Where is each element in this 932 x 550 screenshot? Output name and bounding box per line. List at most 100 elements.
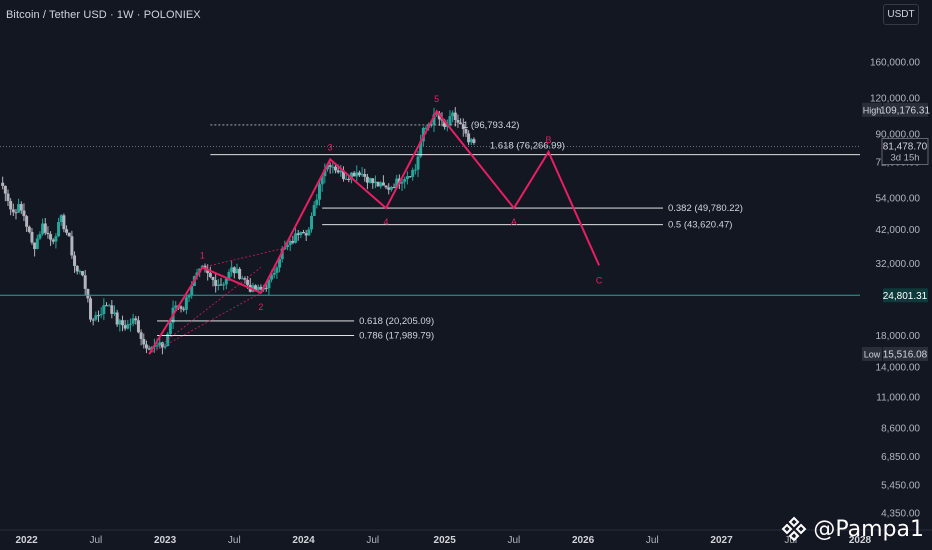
time-tick-label: Jul: [89, 535, 102, 546]
bar-countdown: 3d 15h: [890, 152, 919, 163]
candle-body: [286, 245, 290, 248]
low-price-tag: [883, 346, 928, 361]
high-tag-bg: [862, 102, 882, 117]
candle-body: [312, 205, 316, 217]
candle-body: [115, 312, 119, 325]
candle-body: [411, 170, 415, 177]
price-tick-label: 11,000.00: [876, 393, 920, 404]
candle-body: [432, 114, 436, 125]
time-tick-label: 2024: [292, 535, 315, 546]
candle-body: [70, 236, 74, 256]
candle-body: [419, 141, 423, 157]
candle-body: [238, 268, 242, 279]
time-tick-label: 2028: [849, 535, 872, 546]
time-tick-label: Jul: [507, 535, 520, 546]
candles-layer: [1, 107, 476, 355]
candle-body: [227, 271, 231, 279]
support-price-tag: [883, 288, 928, 303]
candle-body: [179, 306, 183, 309]
low-tag-bg: [862, 346, 882, 361]
candle-body: [349, 172, 353, 180]
candle-body: [43, 223, 47, 233]
price-tick-label: 5,450.00: [881, 480, 920, 491]
candle-body: [147, 348, 151, 350]
candle-body: [38, 234, 42, 239]
candle-body: [9, 201, 13, 210]
time-tick-label: Jul: [228, 535, 241, 546]
candle-body: [240, 278, 244, 280]
candle-body: [155, 345, 159, 347]
elliott-waves-layer: 1 2 3 4 5 A B C: [148, 94, 603, 355]
price-tick-label: 160,000.00: [870, 58, 920, 69]
candle-body: [272, 272, 276, 275]
candle-body: [339, 170, 343, 173]
candle-body: [392, 186, 396, 188]
candle-body: [347, 178, 351, 180]
candle-body: [118, 320, 122, 325]
candle-body: [416, 156, 420, 170]
candle-body: [214, 280, 218, 287]
candle-body: [405, 176, 409, 180]
candle-body: [379, 182, 383, 187]
low-tag-label: Low: [864, 349, 881, 359]
candle-body: [224, 278, 228, 285]
candle-body: [182, 308, 186, 310]
candle-body: [163, 346, 167, 348]
candle-body: [144, 344, 148, 349]
candle-body: [461, 124, 465, 130]
price-tick-label: 4,350.00: [881, 509, 920, 520]
support-price-value: 24,801.31: [883, 291, 928, 302]
candle-body: [371, 178, 375, 184]
candle-body: [91, 319, 95, 321]
candle-body: [6, 193, 10, 202]
candle-body: [206, 269, 210, 274]
candle-body: [54, 236, 58, 242]
candle-body: [341, 170, 345, 180]
candle-body: [275, 267, 279, 273]
candle-body: [360, 174, 364, 176]
candle-body: [59, 215, 63, 223]
candle-body: [160, 342, 164, 348]
candle-body: [320, 176, 324, 185]
candle-body: [22, 210, 26, 217]
price-axis[interactable]: 160,000.00120,000.0090,000.0072,000.0054…: [870, 58, 920, 520]
candle-body: [333, 166, 337, 171]
candle-body: [408, 176, 412, 178]
candle-body: [110, 305, 114, 314]
candle-body: [278, 258, 282, 268]
time-tick-label: 2023: [154, 535, 177, 546]
candle-body: [307, 229, 311, 236]
candle-body: [264, 287, 268, 289]
candle-body: [256, 286, 260, 291]
candle-body: [336, 170, 340, 173]
watermark-text: @Pampa1: [813, 516, 924, 542]
candle-body: [208, 273, 212, 277]
candle-body: [456, 120, 460, 123]
candle-body: [464, 129, 468, 134]
time-axis[interactable]: 2022 Jul 2023 Jul 2024 Jul 2025 Jul 2026 Jul 2027 J…: [0, 529, 932, 546]
candle-body: [451, 112, 455, 117]
candle-body: [440, 119, 444, 121]
candle-body: [254, 285, 258, 291]
low-price-value: 15,516.08: [883, 349, 928, 360]
candle-body: [136, 320, 140, 333]
diamond-logo-icon: [781, 516, 807, 542]
price-tick-label: 32,000.00: [876, 259, 921, 270]
fib-level-label: 0.382 (49,780.22): [668, 203, 743, 214]
wave-label: B: [545, 135, 551, 145]
candle-body: [51, 239, 55, 242]
candle-body: [14, 212, 18, 214]
currency-button[interactable]: USDT: [883, 4, 919, 25]
high-tag-label: High: [863, 105, 882, 115]
candle-body: [296, 233, 300, 236]
fib-levels-layer: 1 (96,793.42) 1.618 (76,266.99) 0.382 (49,…: [0, 120, 860, 341]
symbol-title[interactable]: Bitcoin / Tether USD · 1W · POLONIEX: [6, 9, 201, 21]
candle-body: [389, 186, 393, 190]
candle-body: [49, 234, 53, 240]
fib-level-label: 0.786 (17,989.79): [359, 330, 434, 341]
candle-body: [235, 268, 239, 274]
candle-body: [211, 276, 215, 281]
elliott-wave-path[interactable]: [148, 109, 601, 355]
